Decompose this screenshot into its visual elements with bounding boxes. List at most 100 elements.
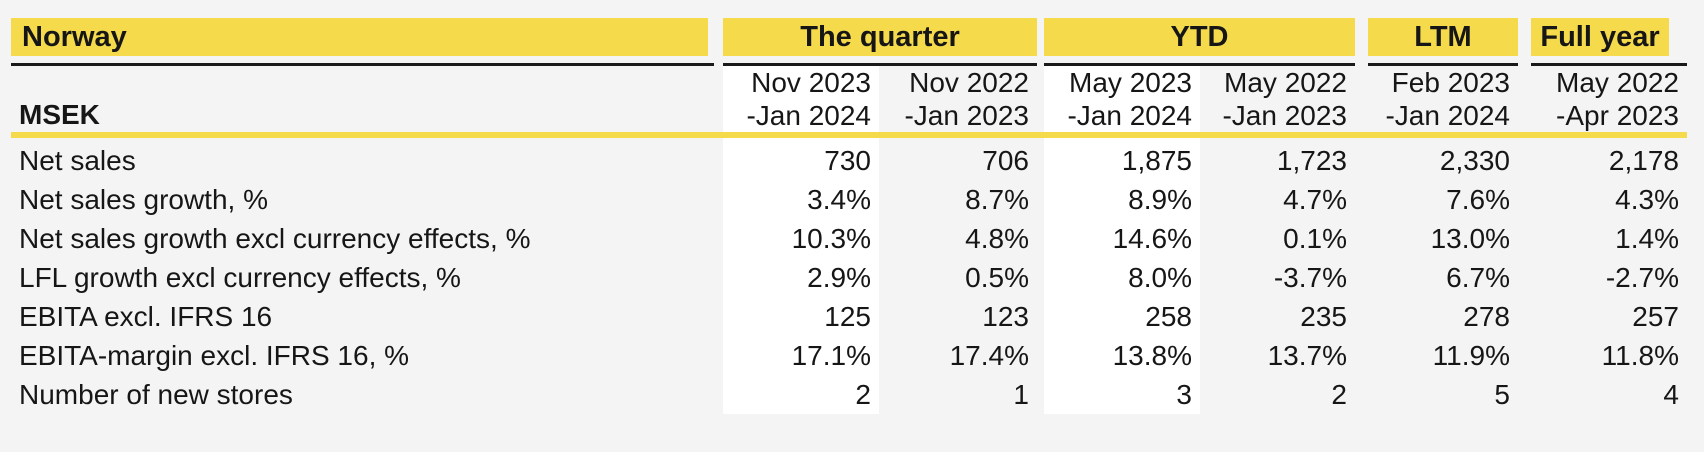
- cell-value: 278: [1463, 300, 1510, 332]
- row-label: Net sales growth, %: [19, 183, 268, 215]
- cell-value: 3: [1176, 378, 1192, 410]
- cell-value: 13.8%: [1112, 339, 1192, 371]
- cell-value: 6.7%: [1446, 261, 1510, 293]
- cell-value: 235: [1300, 300, 1347, 332]
- cell-value: 3.4%: [807, 183, 871, 215]
- cell-value: 706: [982, 144, 1029, 176]
- header-rule-ytd: [1044, 63, 1355, 66]
- region-header-band: Norway: [11, 18, 708, 56]
- header-rule-full-year: [1531, 63, 1687, 66]
- period-header-row: MSEK Nov 2023 -Jan 2024 Nov 2022 -Jan 20…: [11, 66, 1687, 132]
- header-rule-quarter: [723, 63, 1037, 66]
- row-label: EBITA excl. IFRS 16: [19, 300, 273, 332]
- accent-divider: [11, 132, 1687, 138]
- table-row-net-sales: Net sales 730 706 1,875 1,723 2,330 2,17…: [11, 141, 1687, 180]
- cell-value: 0.1%: [1283, 222, 1347, 254]
- cell-value: 123: [982, 300, 1029, 332]
- cell-value: 1,723: [1276, 144, 1347, 176]
- cell-value: 1,875: [1121, 144, 1192, 176]
- period-line1: May 2023: [1069, 67, 1192, 98]
- column-gap: [1355, 66, 1368, 132]
- cell-value: 0.5%: [965, 261, 1029, 293]
- period-line1: Feb 2023: [1391, 67, 1510, 98]
- cell-value: 8.7%: [965, 183, 1029, 215]
- header-rule-region: [11, 63, 714, 66]
- row-label: Number of new stores: [19, 378, 293, 410]
- period-cell-ltm: Feb 2023 -Jan 2024: [1368, 66, 1518, 132]
- cell-value: 4.8%: [965, 222, 1029, 254]
- highlight-column-ytd-current: [1044, 66, 1200, 414]
- column-group-label-quarter: The quarter: [800, 21, 960, 53]
- column-group-band-ltm: LTM: [1368, 18, 1518, 56]
- period-line2: -Jan 2023: [904, 100, 1029, 131]
- period-line1: Nov 2022: [909, 67, 1029, 98]
- row-label: Net sales: [19, 144, 136, 176]
- cell-value: 8.9%: [1128, 183, 1192, 215]
- period-line2: -Jan 2024: [746, 100, 871, 131]
- period-line2: -Jan 2023: [1222, 100, 1347, 131]
- cell-value: 125: [824, 300, 871, 332]
- cell-value: 13.0%: [1430, 222, 1510, 254]
- table-row-new-stores: Number of new stores 2 1 3 2 5 4: [11, 375, 1687, 414]
- unit-label: MSEK: [19, 99, 100, 130]
- period-line2: -Jan 2024: [1067, 100, 1192, 131]
- cell-value: 8.0%: [1128, 261, 1192, 293]
- cell-value: 2.9%: [807, 261, 871, 293]
- table-row-ebita: EBITA excl. IFRS 16 125 123 258 235 278 …: [11, 297, 1687, 336]
- period-line1: Nov 2023: [751, 67, 871, 98]
- cell-value: 2: [1331, 378, 1347, 410]
- cell-value: 4.3%: [1615, 183, 1679, 215]
- column-gap: [1037, 66, 1044, 132]
- cell-value: -2.7%: [1605, 261, 1679, 293]
- period-cell-quarter-prior: Nov 2022 -Jan 2023: [879, 66, 1037, 132]
- cell-value: 258: [1145, 300, 1192, 332]
- table-row-net-sales-growth: Net sales growth, % 3.4% 8.7% 8.9% 4.7% …: [11, 180, 1687, 219]
- column-group-band-ytd: YTD: [1044, 18, 1355, 56]
- cell-value: 17.1%: [791, 339, 871, 371]
- table-body: Net sales 730 706 1,875 1,723 2,330 2,17…: [11, 141, 1687, 414]
- period-line1: May 2022: [1224, 67, 1347, 98]
- cell-value: 17.4%: [949, 339, 1029, 371]
- cell-value: 257: [1632, 300, 1679, 332]
- period-line1: May 2022: [1556, 67, 1679, 98]
- unit-cell: MSEK: [11, 66, 723, 132]
- cell-value: 4: [1663, 378, 1679, 410]
- period-line2: -Jan 2024: [1385, 100, 1510, 131]
- cell-value: 13.7%: [1267, 339, 1347, 371]
- cell-value: 7.6%: [1446, 183, 1510, 215]
- cell-value: -3.7%: [1273, 261, 1347, 293]
- cell-value: 2,178: [1608, 144, 1679, 176]
- column-group-band-quarter: The quarter: [723, 18, 1037, 56]
- cell-value: 1.4%: [1615, 222, 1679, 254]
- period-cell-quarter-current: Nov 2023 -Jan 2024: [723, 66, 879, 132]
- cell-value: 2: [855, 378, 871, 410]
- column-group-band-full-year: Full year: [1531, 18, 1669, 56]
- column-group-label-full-year: Full year: [1540, 21, 1660, 53]
- cell-value: 2,330: [1439, 144, 1510, 176]
- column-gap: [1518, 66, 1531, 132]
- cell-value: 11.8%: [1601, 339, 1679, 371]
- period-cell-ytd-prior: May 2022 -Jan 2023: [1200, 66, 1355, 132]
- row-label: LFL growth excl currency effects, %: [19, 261, 461, 293]
- row-label: EBITA-margin excl. IFRS 16, %: [19, 339, 410, 371]
- cell-value: 4.7%: [1283, 183, 1347, 215]
- header-rule-ltm: [1368, 63, 1518, 66]
- column-group-label-ltm: LTM: [1414, 21, 1472, 53]
- cell-value: 11.9%: [1432, 339, 1510, 371]
- highlight-column-quarter-current: [723, 66, 879, 414]
- cell-value: 1: [1013, 378, 1029, 410]
- cell-value: 14.6%: [1112, 222, 1192, 254]
- table-row-net-sales-growth-excl-currency: Net sales growth excl currency effects, …: [11, 219, 1687, 258]
- table-row-lfl-growth: LFL growth excl currency effects, % 2.9%…: [11, 258, 1687, 297]
- cell-value: 10.3%: [791, 222, 871, 254]
- row-label: Net sales growth excl currency effects, …: [19, 222, 531, 254]
- period-line2: -Apr 2023: [1556, 100, 1679, 131]
- table-row-ebita-margin: EBITA-margin excl. IFRS 16, % 17.1% 17.4…: [11, 336, 1687, 375]
- cell-value: 730: [824, 144, 871, 176]
- column-group-label-ytd: YTD: [1170, 21, 1229, 53]
- period-cell-full-year: May 2022 -Apr 2023: [1531, 66, 1687, 132]
- region-title: Norway: [22, 21, 127, 53]
- period-cell-ytd-current: May 2023 -Jan 2024: [1044, 66, 1200, 132]
- cell-value: 5: [1494, 378, 1510, 410]
